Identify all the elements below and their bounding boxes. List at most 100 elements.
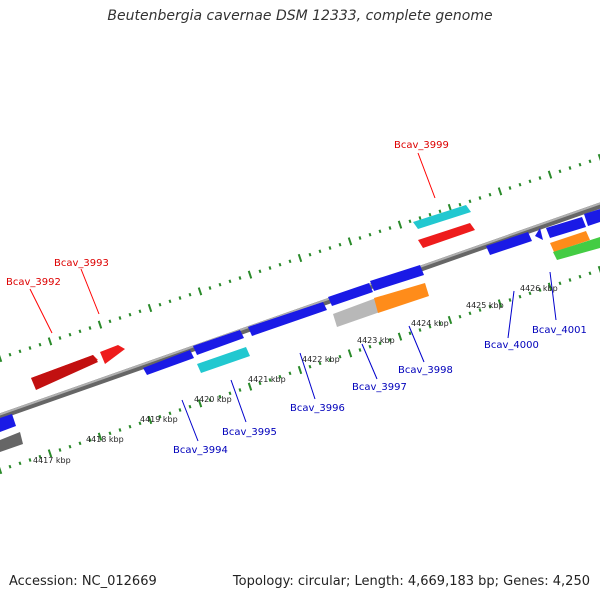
label-bcav-3993: Bcav_3993 [54,258,109,269]
forward-tick [18,349,22,354]
forward-tick [108,319,112,324]
gene-bcav-3994[interactable] [143,350,194,375]
forward-gene-labels: Bcav_3992 Bcav_3993 Bcav_3999 [6,140,449,288]
reverse-tick [0,466,3,475]
forward-tick [518,182,522,187]
forward-tick [0,354,3,363]
forward-tick [558,169,562,174]
forward-tick [368,232,372,237]
reverse-tick-track [0,265,600,475]
label-bcav-4001: Bcav_4001 [532,325,587,336]
reverse-tick [288,371,292,376]
reverse-tick [368,344,372,349]
forward-tick [38,342,42,347]
reverse-tick [97,432,103,441]
reverse-tick [28,458,32,462]
reverse-tick [68,444,72,449]
gene-bcav-4001a[interactable] [546,217,586,238]
forward-tick [258,269,262,274]
reverse-tick [518,294,522,299]
reverse-tick [408,331,412,336]
forward-tick [578,162,582,167]
forward-tick [178,296,182,300]
forward-tick [508,186,512,190]
forward-tick [58,336,62,340]
forward-tick [497,187,503,196]
gene-bcav-3999-cyan[interactable] [413,205,471,229]
forward-tick [188,292,192,297]
reverse-tick [158,414,162,419]
forward-tick [288,259,292,264]
reverse-tick [388,338,392,342]
gene-bcav-3995[interactable] [197,347,250,373]
reverse-tick [318,361,322,366]
tick-label-4418: 4418 kbp [86,435,124,444]
tick-label-4417: 4417 kbp [33,456,71,465]
tick-label-4419: 4419 kbp [140,415,178,424]
forward-tick [28,346,32,350]
reverse-tick [478,308,482,312]
reverse-tick [38,454,42,459]
reverse-tick [178,408,182,412]
reverse-tick [338,354,342,359]
reverse-tick [347,349,353,358]
tick-label-4420: 4420 kbp [194,395,232,404]
gene-bcav-3996[interactable] [248,302,327,336]
forward-tick [597,153,600,162]
gene-bcav-4001-orange[interactable] [550,231,590,252]
reverse-tick [438,321,442,326]
gene-left-edge[interactable] [0,414,16,432]
forward-tick [358,236,362,240]
label-bcav-3997: Bcav_3997 [352,382,407,393]
gene-bcav-3999[interactable] [418,223,475,248]
gene-bcav-3997[interactable] [333,298,380,327]
gene-bcav-3994b[interactable] [193,330,244,355]
reverse-tick [547,282,553,291]
tick-label-4425: 4425 kbp [466,301,504,310]
reverse-tick [208,398,212,402]
forward-tick [118,316,122,320]
gene-bcav-4001-green[interactable] [553,237,600,260]
reverse-tick [108,431,112,436]
forward-tick [197,287,203,296]
forward-tick [547,170,553,179]
forward-tick [88,326,92,330]
forward-tick [208,286,212,290]
gene-bcav-4000[interactable] [486,232,532,255]
forward-tick [238,276,242,280]
reverse-leaders [181,271,557,442]
reverse-tick [458,314,462,319]
forward-tick [297,253,303,263]
reverse-tick [358,348,362,352]
gene-bcav-4001b[interactable] [584,209,600,226]
forward-tick [97,320,103,329]
label-bcav-3996: Bcav_3996 [290,403,345,414]
gene-bcav-3998[interactable] [374,283,429,313]
gene-bcav-3996c[interactable] [370,265,424,291]
gene-bcav-3996b[interactable] [328,283,373,306]
reverse-tick [278,374,282,379]
tick-label-4421: 4421 kbp [248,375,286,384]
label-bcav-3992: Bcav_3992 [6,277,61,288]
reverse-tick [128,424,132,429]
reverse-tick [258,381,262,386]
forward-tick [218,282,222,287]
reverse-tick [568,278,572,282]
reverse-tick [197,399,203,408]
forward-tick [138,309,142,314]
reverse-tick [447,315,453,325]
gene-bcav-3993[interactable] [100,345,125,364]
reverse-tick [188,404,192,409]
gene-bcav-4000b[interactable] [535,228,543,240]
forward-tick [278,262,282,267]
forward-tick [78,329,82,334]
reverse-tick [428,324,432,329]
forward-tick [588,159,592,164]
forward-tick [538,176,542,180]
reverse-tick [8,464,12,469]
forward-tick [68,332,72,337]
forward-tick [228,279,232,284]
reverse-tick [118,428,122,432]
gene-left-edge-dark[interactable] [0,432,23,452]
forward-genes [31,205,475,390]
